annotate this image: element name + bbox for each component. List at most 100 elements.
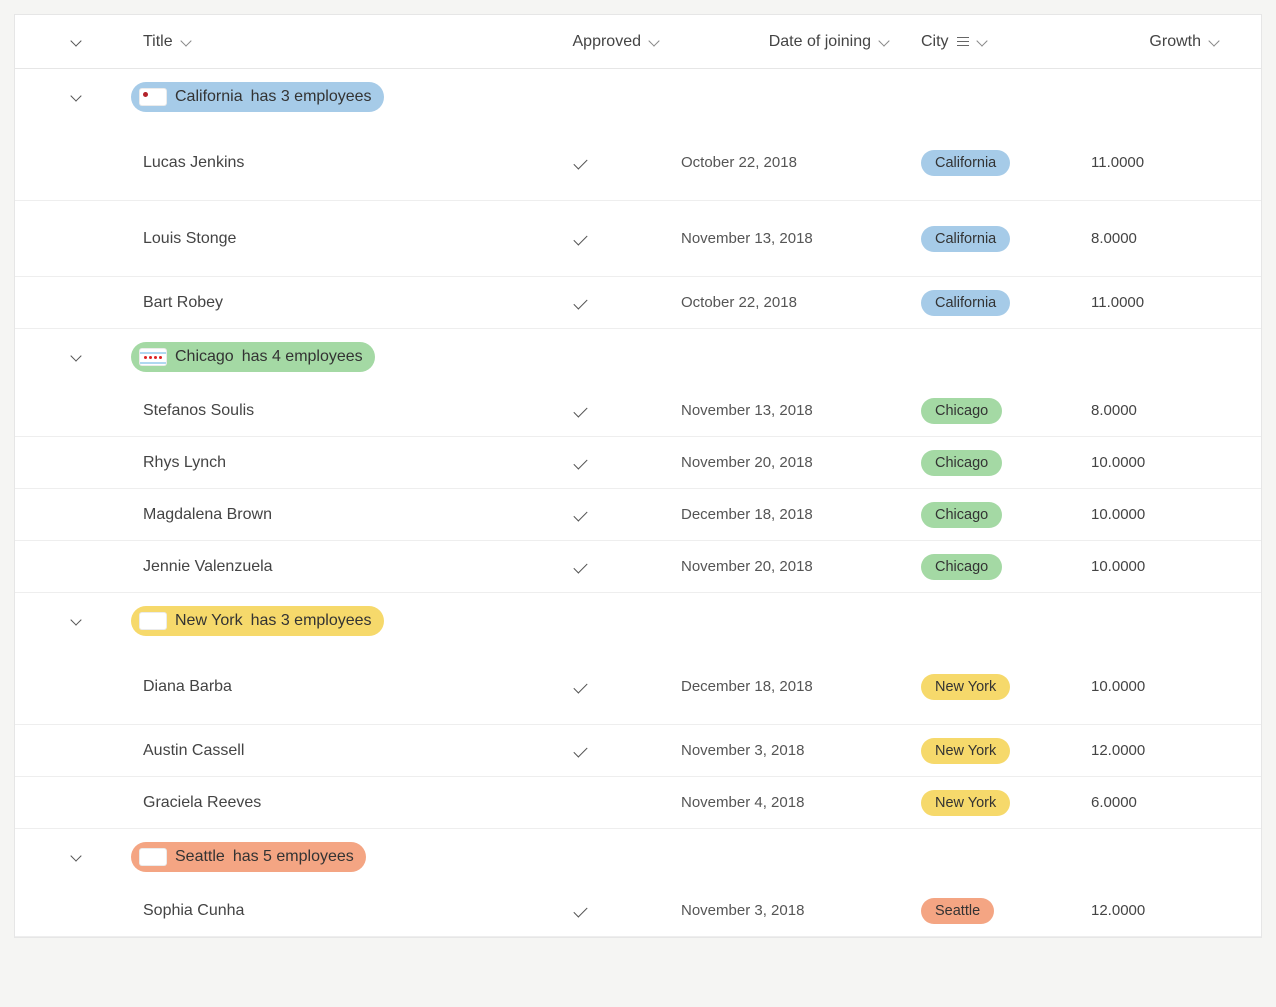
row-date: November 20, 2018 xyxy=(681,558,813,575)
group-label: New York xyxy=(175,612,243,630)
column-city-label: City xyxy=(921,33,949,51)
city-pill: California xyxy=(921,226,1010,252)
city-pill: Seattle xyxy=(921,898,994,924)
chevron-down-icon xyxy=(179,35,193,49)
column-date-label: Date of joining xyxy=(769,33,871,51)
column-header-approved[interactable]: Approved xyxy=(573,33,662,51)
column-header-growth[interactable]: Growth xyxy=(1149,33,1221,51)
row-date: November 13, 2018 xyxy=(681,402,813,419)
group-expand-icon[interactable] xyxy=(69,350,83,364)
group-row-california: California has 3 employees xyxy=(15,69,1261,125)
chevron-down-icon xyxy=(975,35,989,49)
group-label: Chicago xyxy=(175,348,234,366)
row-growth: 10.0000 xyxy=(1091,678,1145,695)
group-row-chicago: Chicago has 4 employees xyxy=(15,329,1261,385)
table-row[interactable]: Graciela Reeves November 4, 2018 New Yor… xyxy=(15,777,1261,829)
data-grid: Title Approved Date of joining City xyxy=(14,14,1262,938)
row-growth: 12.0000 xyxy=(1091,742,1145,759)
check-icon xyxy=(572,560,590,574)
city-pill: New York xyxy=(921,738,1010,764)
row-date: November 3, 2018 xyxy=(681,902,804,919)
row-title: Rhys Lynch xyxy=(143,454,226,472)
row-title: Lucas Jenkins xyxy=(143,154,244,172)
table-row[interactable]: Stefanos Soulis November 13, 2018 Chicag… xyxy=(15,385,1261,437)
city-pill: Chicago xyxy=(921,450,1002,476)
flag-icon xyxy=(139,88,167,106)
check-icon xyxy=(572,508,590,522)
row-date: October 22, 2018 xyxy=(681,294,797,311)
table-row[interactable]: Louis Stonge November 13, 2018 Californi… xyxy=(15,201,1261,277)
flag-icon xyxy=(139,848,167,866)
header-row: Title Approved Date of joining City xyxy=(15,15,1261,69)
check-icon xyxy=(572,456,590,470)
group-pill-seattle[interactable]: Seattle has 5 employees xyxy=(131,842,366,872)
city-pill: Chicago xyxy=(921,398,1002,424)
row-date: December 18, 2018 xyxy=(681,678,813,695)
group-count: has 4 employees xyxy=(242,348,363,366)
column-approved-label: Approved xyxy=(573,33,642,51)
table-row[interactable]: Jennie Valenzuela November 20, 2018 Chic… xyxy=(15,541,1261,593)
check-icon xyxy=(572,404,590,418)
group-expand-icon[interactable] xyxy=(69,850,83,864)
check-icon xyxy=(572,296,590,310)
table-row[interactable]: Magdalena Brown December 18, 2018 Chicag… xyxy=(15,489,1261,541)
chevron-down-icon xyxy=(877,35,891,49)
group-label: Seattle xyxy=(175,848,225,866)
table-row[interactable]: Austin Cassell November 3, 2018 New York… xyxy=(15,725,1261,777)
row-date: November 20, 2018 xyxy=(681,454,813,471)
grid-body: California has 3 employees Lucas Jenkins… xyxy=(15,69,1261,937)
city-pill: Chicago xyxy=(921,502,1002,528)
row-growth: 11.0000 xyxy=(1091,294,1144,311)
check-icon xyxy=(572,904,590,918)
row-growth: 6.0000 xyxy=(1091,794,1137,811)
check-icon xyxy=(572,744,590,758)
check-icon xyxy=(572,232,590,246)
row-title: Bart Robey xyxy=(143,294,223,312)
group-count: has 3 employees xyxy=(251,612,372,630)
check-icon xyxy=(572,156,590,170)
group-row-seattle: Seattle has 5 employees xyxy=(15,829,1261,885)
group-count: has 3 employees xyxy=(251,88,372,106)
row-growth: 12.0000 xyxy=(1091,902,1145,919)
row-date: December 18, 2018 xyxy=(681,506,813,523)
expand-all-icon[interactable] xyxy=(69,35,83,49)
column-header-title[interactable]: Title xyxy=(143,33,193,51)
city-pill: Chicago xyxy=(921,554,1002,580)
column-title-label: Title xyxy=(143,33,173,51)
row-title: Magdalena Brown xyxy=(143,506,272,524)
row-date: November 13, 2018 xyxy=(681,230,813,247)
column-header-date[interactable]: Date of joining xyxy=(769,33,891,51)
row-title: Sophia Cunha xyxy=(143,902,244,920)
row-title: Diana Barba xyxy=(143,678,232,696)
city-pill: New York xyxy=(921,790,1010,816)
column-header-city[interactable]: City xyxy=(921,33,989,51)
row-title: Louis Stonge xyxy=(143,230,236,248)
table-row[interactable]: Sophia Cunha November 3, 2018 Seattle 12… xyxy=(15,885,1261,937)
table-row[interactable]: Lucas Jenkins October 22, 2018 Californi… xyxy=(15,125,1261,201)
group-expand-icon[interactable] xyxy=(69,90,83,104)
row-growth: 8.0000 xyxy=(1091,402,1137,419)
group-expand-icon[interactable] xyxy=(69,614,83,628)
group-by-icon xyxy=(955,36,969,48)
chevron-down-icon xyxy=(1207,35,1221,49)
row-date: October 22, 2018 xyxy=(681,154,797,171)
group-label: California xyxy=(175,88,243,106)
row-growth: 11.0000 xyxy=(1091,154,1144,171)
city-pill: California xyxy=(921,290,1010,316)
group-pill-newyork[interactable]: New York has 3 employees xyxy=(131,606,384,636)
table-row[interactable]: Bart Robey October 22, 2018 California 1… xyxy=(15,277,1261,329)
group-pill-chicago[interactable]: Chicago has 4 employees xyxy=(131,342,375,372)
flag-icon xyxy=(139,348,167,366)
row-date: November 4, 2018 xyxy=(681,794,804,811)
table-row[interactable]: Rhys Lynch November 20, 2018 Chicago 10.… xyxy=(15,437,1261,489)
table-row[interactable]: Diana Barba December 18, 2018 New York 1… xyxy=(15,649,1261,725)
row-growth: 10.0000 xyxy=(1091,506,1145,523)
group-row-newyork: New York has 3 employees xyxy=(15,593,1261,649)
check-icon xyxy=(572,680,590,694)
row-growth: 10.0000 xyxy=(1091,454,1145,471)
group-pill-california[interactable]: California has 3 employees xyxy=(131,82,384,112)
row-title: Jennie Valenzuela xyxy=(143,558,273,576)
column-growth-label: Growth xyxy=(1149,33,1201,51)
row-date: November 3, 2018 xyxy=(681,742,804,759)
row-title: Graciela Reeves xyxy=(143,794,261,812)
